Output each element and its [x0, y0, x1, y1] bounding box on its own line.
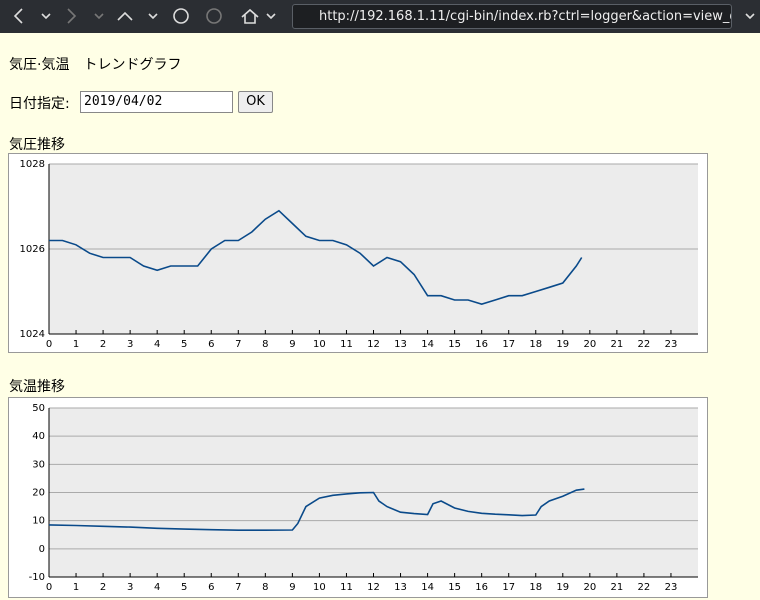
x-tick-label: 14	[421, 582, 434, 593]
url-bar[interactable]: http://192.168.1.11/cgi-bin/index.rb?ctr…	[292, 4, 732, 29]
x-tick-label: 22	[638, 582, 651, 593]
toolbar: http://192.168.1.11/cgi-bin/index.rb?ctr…	[0, 0, 760, 33]
x-tick-label: 4	[154, 582, 160, 593]
x-tick-label: 15	[448, 339, 461, 350]
x-tick-label: 12	[367, 339, 380, 350]
x-tick-label: 10	[313, 339, 326, 350]
home-button[interactable]	[241, 8, 259, 24]
date-input[interactable]: 2019/04/02	[80, 91, 233, 113]
x-tick-label: 13	[394, 339, 407, 350]
x-tick-label: 0	[46, 339, 52, 350]
x-tick-label: 10	[313, 582, 326, 593]
x-tick-label: 7	[235, 339, 241, 350]
x-tick-label: 22	[638, 339, 651, 350]
data-line	[48, 488, 585, 531]
y-tick-label: 30	[32, 459, 45, 470]
y-tick-label: 50	[32, 403, 45, 414]
x-tick-label: 19	[556, 582, 569, 593]
forward-button[interactable]	[67, 8, 77, 24]
x-tick-label: 11	[340, 339, 353, 350]
chart-title: 気圧推移	[9, 137, 65, 153]
y-tick-label: 20	[32, 488, 45, 499]
y-tick-label: 1024	[20, 329, 45, 340]
x-tick-label: 17	[502, 339, 515, 350]
x-tick-label: 3	[127, 582, 133, 593]
y-tick-label: 1026	[20, 244, 45, 255]
x-tick-label: 0	[46, 582, 52, 593]
home-menu[interactable]	[266, 13, 276, 20]
x-tick-label: 1	[73, 339, 79, 350]
x-tick-label: 15	[448, 582, 461, 593]
x-tick-label: 17	[502, 582, 515, 593]
x-tick-label: 12	[367, 582, 380, 593]
x-tick-label: 11	[340, 582, 353, 593]
x-tick-label: 8	[262, 582, 268, 593]
forward-menu[interactable]	[94, 13, 104, 20]
x-tick-label: 20	[583, 339, 596, 350]
chart-title: 気温推移	[9, 379, 65, 395]
x-tick-label: 19	[556, 339, 569, 350]
x-tick-label: 6	[208, 582, 214, 593]
x-tick-label: 2	[100, 339, 106, 350]
x-tick-label: 3	[127, 339, 133, 350]
up-button[interactable]	[117, 11, 133, 21]
y-tick-label: 1028	[20, 159, 45, 170]
x-tick-label: 4	[154, 339, 160, 350]
x-tick-label: 6	[208, 339, 214, 350]
x-tick-label: 2	[100, 582, 106, 593]
date-label: 日付指定:	[9, 96, 70, 112]
y-tick-label: 10	[32, 516, 45, 527]
x-tick-label: 20	[583, 582, 596, 593]
data-line	[49, 209, 583, 306]
x-tick-label: 9	[289, 582, 295, 593]
x-tick-label: 5	[181, 339, 187, 350]
x-tick-label: 13	[394, 582, 407, 593]
x-tick-label: 16	[475, 582, 488, 593]
x-tick-label: 1	[73, 582, 79, 593]
url-menu[interactable]	[745, 13, 755, 20]
x-tick-label: 14	[421, 339, 434, 350]
x-tick-label: 8	[262, 339, 268, 350]
x-tick-label: 9	[289, 339, 295, 350]
back-button[interactable]	[13, 8, 23, 24]
x-tick-label: 21	[611, 339, 624, 350]
back-menu[interactable]	[41, 13, 51, 20]
y-tick-label: 0	[39, 544, 45, 555]
stop-button[interactable]	[206, 8, 222, 24]
ok-button[interactable]: OK	[238, 91, 273, 113]
heading: 気圧·気温 トレンドグラフ	[9, 57, 182, 73]
y-tick-label: -10	[29, 572, 45, 583]
y-tick-label: 40	[32, 431, 45, 442]
x-tick-label: 23	[665, 582, 678, 593]
x-tick-label: 23	[665, 339, 678, 350]
x-tick-label: 7	[235, 582, 241, 593]
x-tick-label: 21	[611, 582, 624, 593]
up-menu[interactable]	[148, 13, 158, 20]
x-tick-label: 5	[181, 582, 187, 593]
x-tick-label: 18	[529, 339, 542, 350]
x-tick-label: 18	[529, 582, 542, 593]
reload-button[interactable]	[173, 8, 189, 24]
x-tick-label: 16	[475, 339, 488, 350]
